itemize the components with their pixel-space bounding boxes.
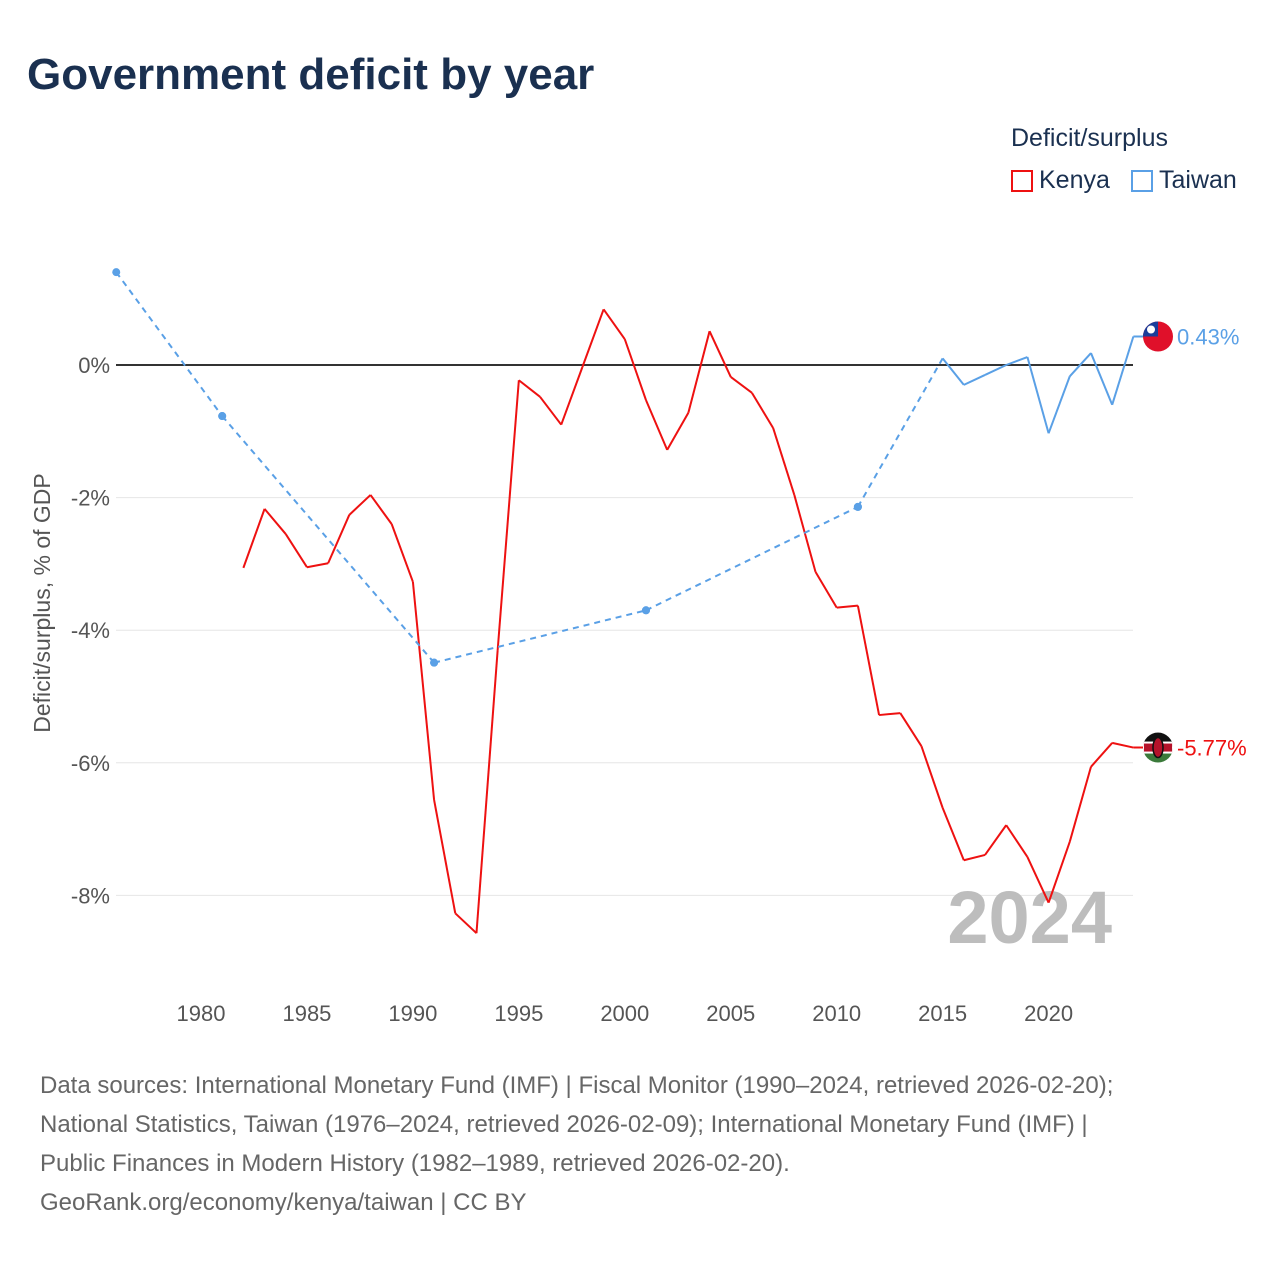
flag-sun — [1147, 325, 1155, 334]
y-tick-label: 0% — [78, 353, 110, 378]
kenya-segment — [539, 396, 563, 426]
legend-label: Taiwan — [1159, 166, 1237, 194]
x-tick-label: 2010 — [812, 1001, 861, 1026]
taiwan-segment — [857, 357, 944, 508]
taiwan-segment — [1026, 356, 1050, 434]
flag-stripes — [1143, 732, 1173, 763]
x-tick-label: 2005 — [706, 1001, 755, 1026]
kenya-segment — [475, 650, 499, 934]
kenya-segment — [1068, 766, 1092, 842]
kenya-segment — [623, 338, 647, 401]
taiwan-segment — [1090, 352, 1114, 406]
x-tick-label: 1995 — [494, 1001, 543, 1026]
kenya-segment — [1090, 742, 1113, 768]
footer-line[interactable]: GeoRank.org/economy/kenya/taiwan | CC BY — [40, 1189, 527, 1216]
y-tick-label: -2% — [71, 486, 110, 511]
kenya-segment — [411, 581, 436, 801]
y-axis-label: Deficit/surplus, % of GDP — [29, 473, 55, 732]
x-tick-label: 2000 — [600, 1001, 649, 1026]
kenya-segment — [708, 330, 732, 378]
kenya-segment — [772, 427, 796, 496]
taiwan-segment — [984, 364, 1007, 376]
kenya-segment — [1111, 741, 1134, 749]
x-tick-label: 1990 — [388, 1001, 437, 1026]
kenya-segment — [963, 853, 986, 862]
kenya-segment — [518, 379, 541, 398]
taiwan-point — [641, 606, 650, 615]
flag-shield — [1152, 736, 1164, 759]
legend-swatch — [1131, 169, 1153, 192]
chart-title: Government deficit by year — [27, 50, 595, 99]
kenya-segment — [751, 392, 774, 429]
taiwan-segment — [1111, 336, 1135, 406]
kenya-segment — [242, 508, 266, 569]
taiwan-segment — [645, 505, 859, 612]
kenya-segment — [878, 712, 901, 717]
kenya-segment — [1005, 824, 1029, 858]
kenya-segment — [390, 523, 414, 583]
taiwan-point — [112, 268, 121, 277]
x-tick-label: 2015 — [918, 1001, 967, 1026]
kenya-segment — [899, 712, 923, 747]
taiwan-segment — [433, 609, 647, 664]
kenya-segment — [1047, 841, 1071, 904]
footer-line: Data sources: International Monetary Fun… — [40, 1072, 1114, 1099]
kenya-segment — [560, 366, 584, 426]
kenya-end-label: -5.77% — [1177, 736, 1247, 761]
kenya-segment — [433, 799, 457, 914]
kenya-segment — [920, 745, 944, 809]
taiwan-end-label: 0.43% — [1177, 324, 1239, 349]
taiwan-segment — [115, 271, 223, 417]
kenya-segment — [327, 514, 351, 564]
taiwan-segment — [1005, 356, 1028, 366]
kenya-segment — [454, 912, 478, 934]
kenya-segment — [306, 562, 329, 569]
kenya-segment — [856, 605, 881, 716]
kenya-flag-icon — [1143, 732, 1173, 763]
taiwan-segment — [963, 374, 986, 386]
legend-title: Deficit/surplus — [1011, 124, 1168, 152]
kenya-segment — [984, 824, 1008, 856]
taiwan-point — [853, 502, 862, 511]
footer-sources: Data sources: International Monetary Fun… — [40, 1066, 1113, 1222]
kenya-segment — [263, 508, 287, 535]
kenya-segment — [814, 571, 838, 609]
taiwan-flag-icon — [1143, 321, 1173, 352]
kenya-segment — [581, 308, 605, 368]
year-watermark: 2024 — [947, 876, 1112, 959]
taiwan-point — [218, 412, 227, 421]
kenya-segment — [687, 330, 711, 413]
legend-item-kenya[interactable]: Kenya — [1011, 166, 1110, 195]
taiwan-segment — [941, 357, 965, 386]
kenya-segment — [941, 807, 965, 861]
kenya-segment — [284, 533, 308, 568]
kenya-segment — [496, 380, 520, 651]
legend-swatch — [1011, 169, 1033, 192]
kenya-segment — [369, 494, 393, 525]
kenya-segment — [1026, 856, 1050, 904]
y-tick-label: -8% — [71, 883, 110, 908]
kenya-segment — [645, 399, 669, 451]
y-tick-label: -6% — [71, 751, 110, 776]
kenya-segment — [602, 308, 626, 340]
taiwan-segment — [1047, 375, 1071, 434]
legend-item-taiwan[interactable]: Taiwan — [1131, 166, 1237, 195]
x-tick-label: 1985 — [282, 1001, 331, 1026]
taiwan-point — [430, 658, 439, 667]
kenya-segment — [348, 494, 372, 516]
y-tick-label: -4% — [71, 618, 110, 643]
kenya-segment — [666, 412, 690, 451]
footer-line: National Statistics, Taiwan (1976–2024, … — [40, 1111, 1088, 1138]
x-tick-label: 2020 — [1024, 1001, 1073, 1026]
kenya-segment — [836, 604, 858, 609]
kenya-segment — [730, 376, 753, 394]
footer-line: Public Finances in Modern History (1982–… — [40, 1150, 790, 1177]
x-tick-label: 1980 — [177, 1001, 226, 1026]
taiwan-segment — [1069, 352, 1092, 377]
legend-label: Kenya — [1039, 166, 1110, 194]
